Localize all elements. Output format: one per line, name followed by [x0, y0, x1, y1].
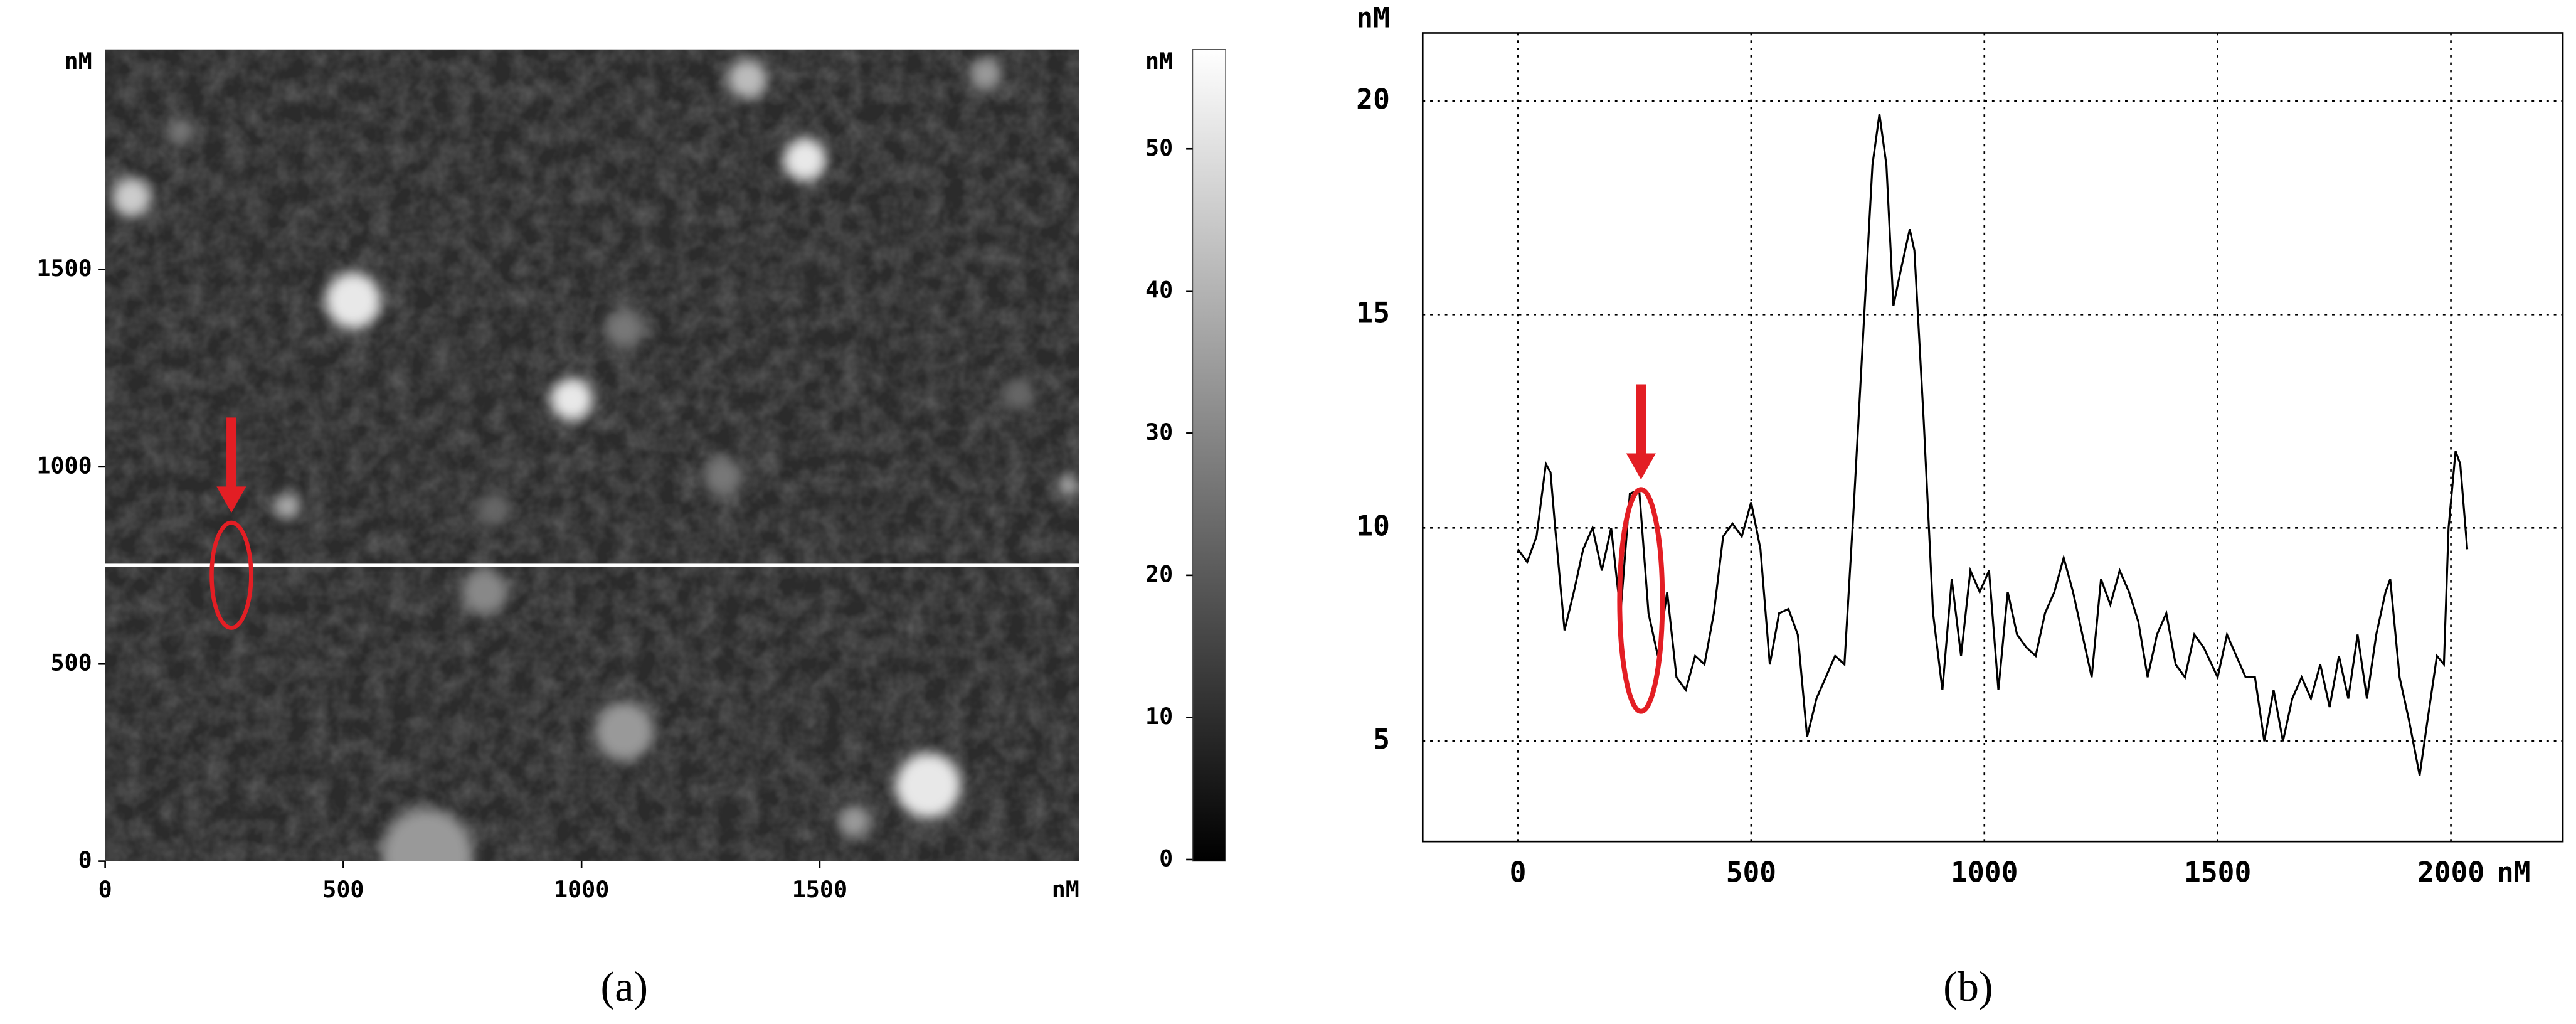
- colorbar-tick-label: 50: [1145, 134, 1173, 161]
- x-tick-label: 500: [1726, 857, 1776, 889]
- plot-frame: [1421, 32, 2564, 843]
- profile-line: [1517, 114, 2469, 776]
- y-tick-label: 500: [50, 649, 92, 676]
- x-unit: nM: [2497, 857, 2531, 889]
- y-tick-label: 1000: [36, 452, 92, 479]
- y-tick-label: 1500: [36, 255, 92, 282]
- y-unit: nM: [1356, 3, 1390, 35]
- colorbar: [1192, 49, 1226, 862]
- x-tick-label: 0: [98, 876, 112, 903]
- colorbar-tick-label: 30: [1145, 419, 1173, 445]
- caption: (a): [601, 963, 649, 1010]
- colorbar-tick-label: 10: [1145, 703, 1173, 730]
- y-tick-label: 20: [1356, 83, 1390, 115]
- colorbar-tick-label: 40: [1145, 276, 1173, 303]
- y-tick-label: 5: [1373, 723, 1390, 755]
- x-tick-label: 0: [1510, 857, 1527, 889]
- arrow: [216, 417, 246, 513]
- y-unit: nM: [65, 48, 92, 75]
- x-tick-label: 1000: [554, 876, 609, 903]
- marker-ellipse: [1617, 487, 1665, 714]
- colorbar-tick-label: 0: [1159, 845, 1173, 872]
- x-unit: nM: [1052, 876, 1079, 903]
- y-tick-label: 0: [78, 846, 92, 873]
- afm-image: [105, 49, 1079, 861]
- x-tick-label: 1500: [792, 876, 847, 903]
- x-tick-label: 1000: [1951, 857, 2018, 889]
- colorbar-tick-label: 20: [1145, 560, 1173, 587]
- x-tick-label: 1500: [2184, 857, 2251, 889]
- colorbar-unit: nM: [1145, 48, 1173, 75]
- arrow: [1626, 384, 1656, 480]
- y-tick-label: 15: [1356, 297, 1390, 329]
- marker-ellipse: [209, 520, 253, 630]
- x-tick-label: 2000: [2417, 857, 2484, 889]
- x-tick-label: 500: [322, 876, 364, 903]
- caption: (b): [1943, 963, 1993, 1010]
- y-tick-label: 10: [1356, 510, 1390, 542]
